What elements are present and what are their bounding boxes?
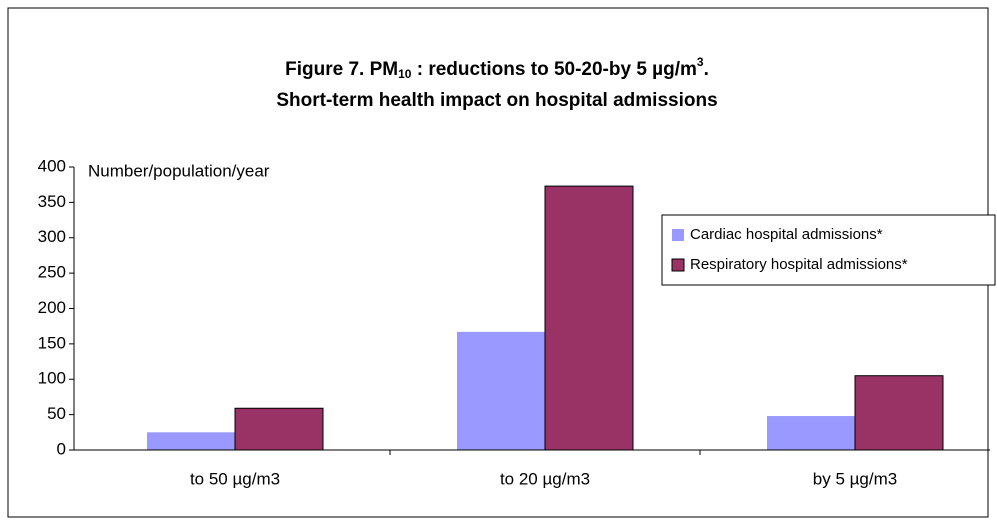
bar xyxy=(457,331,545,450)
legend-box xyxy=(661,214,996,286)
bar xyxy=(544,185,634,451)
bar xyxy=(854,375,944,451)
y-tick-label: 400 xyxy=(38,156,66,175)
x-tick-label: to 20 µg/m3 xyxy=(500,469,590,488)
legend-label: Cardiac hospital admissions* xyxy=(690,226,883,243)
y-tick-label: 350 xyxy=(38,192,66,211)
legend-swatch xyxy=(672,229,684,241)
y-axis-label: Number/population/year xyxy=(88,161,270,180)
bar xyxy=(147,432,235,450)
x-tick-label: by 5 µg/m3 xyxy=(813,469,897,488)
y-tick-label: 200 xyxy=(38,298,66,317)
chart-title: Figure 7. PM10 : reductions to 50-20-by … xyxy=(285,55,709,81)
bar xyxy=(234,407,324,451)
title-subscript: 10 xyxy=(398,67,412,81)
y-tick-label: 50 xyxy=(47,404,66,423)
chart-subtitle: Short-term health impact on hospital adm… xyxy=(276,90,717,111)
y-tick-label: 250 xyxy=(38,263,66,282)
bar xyxy=(767,416,855,450)
y-tick-label: 150 xyxy=(38,333,66,352)
legend-swatch xyxy=(671,258,685,272)
title-part: : reductions to 50-20-by 5 µg/m xyxy=(411,59,696,80)
y-tick-label: 0 xyxy=(57,439,66,458)
x-tick-label: to 50 µg/m3 xyxy=(190,469,280,488)
title-part: . xyxy=(704,59,709,80)
y-tick-label: 300 xyxy=(38,227,66,246)
y-tick-label: 100 xyxy=(38,369,66,388)
title-superscript: 3 xyxy=(697,55,704,69)
legend-label: Respiratory hospital admissions* xyxy=(690,256,908,273)
title-part: Figure 7. PM xyxy=(285,59,398,80)
